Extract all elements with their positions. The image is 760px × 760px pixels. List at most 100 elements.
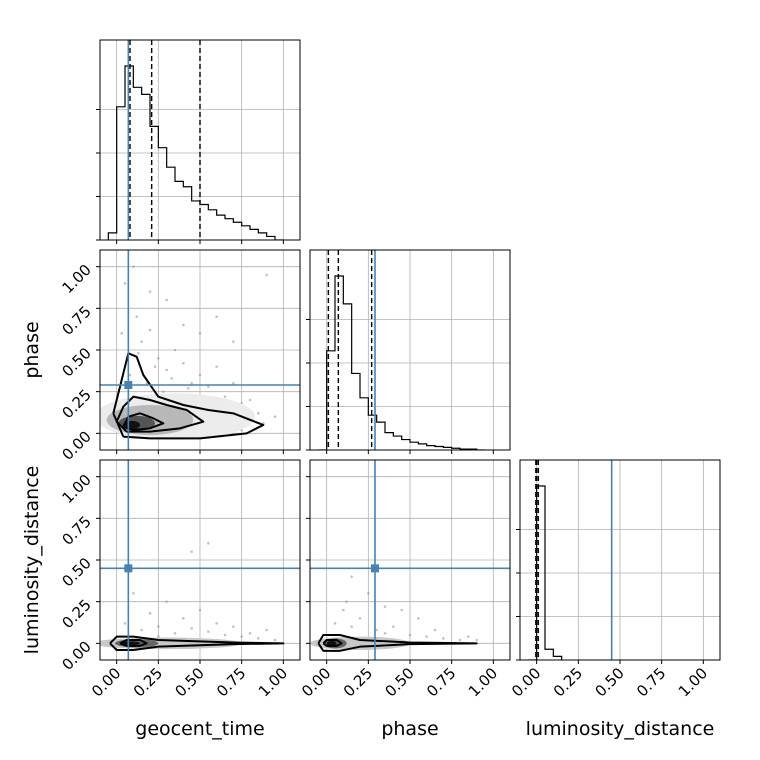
scatter-point bbox=[232, 625, 235, 628]
scatter-point bbox=[148, 290, 152, 293]
scatter-point bbox=[137, 352, 140, 355]
hist-step-luminosity_distance bbox=[528, 485, 563, 660]
scatter-point bbox=[257, 412, 260, 415]
scatter-point bbox=[198, 373, 202, 377]
scatter-point bbox=[165, 600, 168, 603]
scatter-point bbox=[187, 387, 190, 390]
contour-line bbox=[317, 634, 478, 652]
scatter-point bbox=[433, 628, 437, 632]
y-axis-label-phase: phase bbox=[21, 321, 43, 378]
scatter-point bbox=[215, 315, 218, 318]
scatter-point bbox=[148, 612, 152, 615]
scatter-point bbox=[120, 332, 123, 335]
contour-line bbox=[112, 352, 265, 440]
scatter-point bbox=[215, 365, 218, 368]
x-tick-label: 1.00 bbox=[465, 664, 501, 700]
scatter-point bbox=[265, 628, 268, 632]
scatter-point bbox=[123, 622, 127, 625]
y-tick-label: 0.25 bbox=[58, 386, 94, 422]
y-tick-label: 0.75 bbox=[58, 302, 94, 338]
x-tick-label: 0.25 bbox=[340, 664, 376, 700]
scatter-point bbox=[240, 635, 243, 638]
hist-panel-luminosity_distance: 0.00 0.25 0.50 0.75 1.00 bbox=[508, 459, 721, 700]
scatter-point bbox=[400, 608, 403, 612]
truth-marker bbox=[124, 381, 133, 389]
scatter-point bbox=[157, 625, 160, 628]
x-tick-label: 0.75 bbox=[423, 664, 459, 700]
scatter-point bbox=[333, 622, 337, 625]
scatter-point bbox=[165, 298, 168, 302]
scatter-point bbox=[248, 398, 252, 402]
y-tick-label: 1.00 bbox=[58, 261, 94, 297]
scatter-point bbox=[215, 622, 218, 625]
scatter-point bbox=[132, 265, 135, 268]
panel-content bbox=[100, 250, 300, 450]
scatter-point bbox=[342, 608, 345, 612]
contour-line bbox=[119, 639, 148, 647]
y-tick-label: 0.00 bbox=[58, 637, 94, 673]
x-tick-label: 1.00 bbox=[255, 664, 291, 700]
scatter-point bbox=[153, 365, 157, 368]
x-axis-label-geocent_time: geocent_time bbox=[135, 718, 264, 740]
scatter-point bbox=[358, 617, 362, 620]
scatter-point bbox=[223, 395, 227, 398]
scatter-point bbox=[232, 382, 235, 385]
y-tick-label: 0.75 bbox=[58, 512, 94, 548]
scatter-point bbox=[157, 357, 160, 360]
x-tick-label: 0.25 bbox=[130, 664, 166, 700]
scatter-point bbox=[170, 377, 173, 380]
x-tick-label: 0.75 bbox=[633, 664, 669, 700]
y-tick-label: 0.00 bbox=[58, 427, 94, 463]
density-panel-geocent_time-luminosity_distance: 0.00 0.25 0.50 0.75 1.000.000.250.500.751.00 bbox=[58, 459, 301, 700]
scatter-point bbox=[408, 633, 412, 637]
scatter-point bbox=[223, 633, 227, 637]
x-tick-label: 0.00 bbox=[88, 664, 124, 700]
truth-marker bbox=[371, 564, 379, 573]
scatter-point bbox=[392, 625, 395, 628]
truth-marker bbox=[124, 564, 133, 573]
scatter-point bbox=[257, 637, 260, 640]
panel-content bbox=[310, 460, 510, 660]
x-tick-label: 0.00 bbox=[508, 664, 544, 700]
scatter-point bbox=[467, 635, 470, 638]
y-tick-label: 0.50 bbox=[58, 554, 94, 590]
x-tick-label: 0.75 bbox=[213, 664, 249, 700]
scatter-point bbox=[190, 382, 193, 385]
scatter-point bbox=[273, 638, 277, 642]
density-panel-geocent_time-phase: 0.00 0.25 0.50 0.75 1.00 bbox=[58, 249, 301, 464]
scatter-point bbox=[273, 415, 277, 418]
y-tick-label: 0.25 bbox=[58, 596, 94, 632]
contour-line bbox=[322, 639, 343, 647]
scatter-point bbox=[148, 328, 152, 332]
scatter-point bbox=[162, 390, 165, 393]
scatter-point bbox=[383, 632, 387, 635]
scatter-point bbox=[182, 617, 185, 620]
scatter-point bbox=[375, 628, 378, 632]
hist-panel-geocent_time bbox=[96, 39, 301, 244]
x-tick-label: 0.00 bbox=[298, 664, 334, 700]
y-axis-label-luminosity_distance: luminosity_distance bbox=[21, 466, 43, 655]
scatter-point bbox=[207, 542, 210, 545]
scatter-point bbox=[425, 635, 428, 638]
x-axis-label-phase: phase bbox=[381, 718, 438, 740]
scatter-point bbox=[135, 315, 138, 318]
scatter-point bbox=[367, 592, 370, 595]
y-tick-label: 1.00 bbox=[58, 471, 94, 507]
scatter-point bbox=[182, 323, 185, 327]
scatter-point bbox=[190, 550, 193, 553]
hist-panel-phase bbox=[306, 249, 511, 454]
x-axis-label-luminosity_distance: luminosity_distance bbox=[526, 718, 715, 740]
y-tick-label: 0.50 bbox=[58, 344, 94, 380]
scatter-point bbox=[350, 625, 353, 628]
panel-content bbox=[310, 250, 510, 450]
x-tick-label: 0.50 bbox=[381, 664, 417, 700]
scatter-point bbox=[442, 637, 445, 640]
contour-line bbox=[115, 395, 205, 433]
scatter-point bbox=[140, 340, 143, 343]
scatter-point bbox=[132, 592, 135, 595]
scatter-point bbox=[207, 385, 210, 388]
panel-content bbox=[520, 460, 720, 660]
scatter-point bbox=[458, 638, 462, 642]
panel-content bbox=[100, 40, 300, 240]
